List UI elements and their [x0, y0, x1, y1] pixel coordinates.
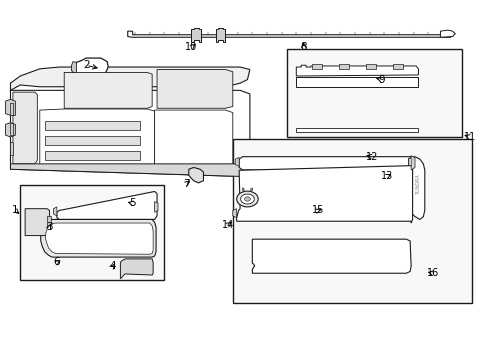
- Text: 4: 4: [110, 261, 117, 271]
- Bar: [20, 185, 164, 280]
- Polygon shape: [25, 209, 49, 235]
- Polygon shape: [10, 142, 13, 155]
- Text: 5: 5: [129, 198, 136, 208]
- Polygon shape: [13, 92, 37, 164]
- Polygon shape: [155, 202, 158, 212]
- Text: 2: 2: [83, 60, 90, 70]
- Polygon shape: [239, 157, 417, 170]
- Text: 11: 11: [464, 132, 476, 142]
- Text: 13: 13: [381, 171, 393, 181]
- Polygon shape: [366, 64, 376, 69]
- Polygon shape: [64, 72, 152, 108]
- Text: 14: 14: [222, 220, 234, 230]
- Text: 8: 8: [300, 42, 307, 52]
- Polygon shape: [296, 65, 418, 76]
- Text: 12: 12: [366, 152, 378, 162]
- Polygon shape: [393, 64, 403, 69]
- Text: 3: 3: [46, 222, 53, 231]
- Polygon shape: [243, 188, 244, 191]
- Polygon shape: [296, 128, 418, 132]
- Bar: [233, 139, 472, 303]
- Polygon shape: [5, 99, 15, 116]
- Polygon shape: [252, 239, 411, 273]
- Bar: [45, 121, 140, 130]
- Polygon shape: [339, 64, 349, 69]
- Polygon shape: [10, 164, 250, 176]
- Polygon shape: [72, 62, 76, 72]
- Polygon shape: [40, 109, 155, 167]
- Polygon shape: [189, 167, 203, 183]
- Bar: [45, 136, 140, 145]
- Polygon shape: [128, 31, 455, 37]
- Text: 6: 6: [53, 257, 60, 267]
- Polygon shape: [5, 123, 15, 137]
- Polygon shape: [57, 192, 157, 220]
- Text: 10: 10: [185, 42, 197, 52]
- Polygon shape: [233, 209, 237, 218]
- Polygon shape: [441, 30, 455, 37]
- Polygon shape: [10, 90, 250, 176]
- Bar: [287, 49, 463, 137]
- Polygon shape: [121, 259, 153, 279]
- Polygon shape: [10, 103, 13, 116]
- Polygon shape: [191, 28, 201, 42]
- Circle shape: [237, 191, 258, 207]
- Bar: [45, 151, 140, 160]
- Polygon shape: [157, 69, 233, 108]
- Polygon shape: [237, 166, 413, 223]
- Polygon shape: [313, 64, 322, 69]
- Polygon shape: [155, 110, 233, 167]
- Polygon shape: [73, 58, 108, 78]
- Polygon shape: [10, 67, 250, 90]
- Text: 15: 15: [312, 206, 324, 216]
- Text: 16: 16: [427, 268, 439, 278]
- Polygon shape: [216, 28, 225, 42]
- Text: 9: 9: [378, 75, 385, 85]
- Circle shape: [241, 194, 254, 204]
- Text: TUNDRA: TUNDRA: [416, 173, 421, 194]
- Polygon shape: [10, 123, 13, 135]
- Polygon shape: [41, 220, 156, 257]
- Polygon shape: [296, 77, 418, 87]
- Polygon shape: [46, 223, 153, 254]
- Circle shape: [245, 197, 250, 201]
- Polygon shape: [235, 157, 239, 166]
- Polygon shape: [53, 207, 57, 216]
- Text: 7: 7: [183, 179, 190, 189]
- Polygon shape: [409, 157, 425, 220]
- Text: 1: 1: [12, 206, 19, 216]
- Polygon shape: [47, 216, 50, 226]
- Polygon shape: [411, 156, 415, 170]
- Polygon shape: [251, 188, 252, 191]
